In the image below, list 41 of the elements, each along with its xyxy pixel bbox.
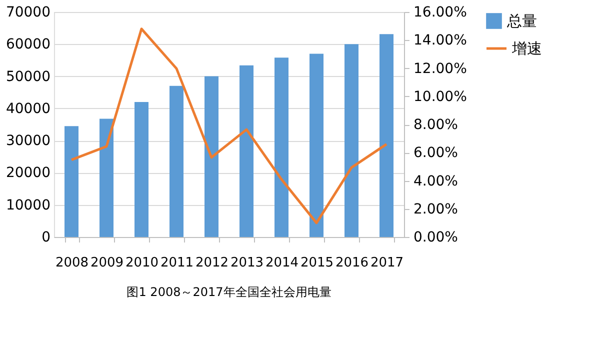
y-tick-label: 10000 [6, 197, 50, 214]
y2-tick-label: 12.00% [414, 60, 467, 77]
y2-tick-label: 2.00% [414, 201, 458, 218]
x-tick-label: 2011 [160, 256, 194, 270]
legend-label: 总量 [506, 12, 537, 30]
y2-tick-label: 0.00% [414, 230, 458, 246]
y-tick-label: 40000 [6, 100, 50, 117]
x-tick-label: 2013 [230, 256, 264, 270]
bar [380, 34, 394, 237]
y2-tick-label: 16.00% [414, 4, 467, 20]
y2-tick-label: 6.00% [414, 145, 458, 162]
y-tick-label: 20000 [6, 165, 50, 182]
bar [100, 118, 114, 237]
x-tick-label: 2008 [55, 256, 89, 270]
bar [240, 65, 254, 237]
y2-tick-label: 4.00% [414, 173, 458, 190]
x-tick-label: 2016 [335, 256, 369, 270]
x-tick-label: 2009 [90, 256, 124, 270]
bar [204, 76, 218, 237]
y2-tick-label: 14.00% [414, 32, 467, 49]
bar [170, 86, 184, 237]
line-series [70, 28, 388, 224]
y-tick-label: 0 [42, 230, 50, 246]
y-tick-label: 50000 [6, 68, 50, 85]
legend-label: 增速 [511, 40, 542, 58]
y-tick-label: 60000 [6, 36, 50, 53]
x-tick-label: 2015 [300, 256, 334, 270]
x-tick-label: 2014 [265, 256, 299, 270]
x-tick-label: 2012 [195, 256, 229, 270]
y2-tick-label: 10.00% [414, 88, 467, 105]
bar [344, 44, 358, 237]
y-tick-label: 30000 [6, 133, 50, 150]
bar [310, 54, 324, 237]
x-tick-label: 2010 [125, 256, 159, 270]
bar [274, 58, 288, 237]
y2-tick-label: 8.00% [414, 117, 458, 133]
y-tick-label: 70000 [6, 4, 50, 20]
text: 图1 2008～2017年全国全社会用电量 [126, 285, 332, 299]
x-tick-label: 2017 [370, 256, 404, 270]
bar [64, 126, 78, 237]
bar [134, 102, 148, 237]
